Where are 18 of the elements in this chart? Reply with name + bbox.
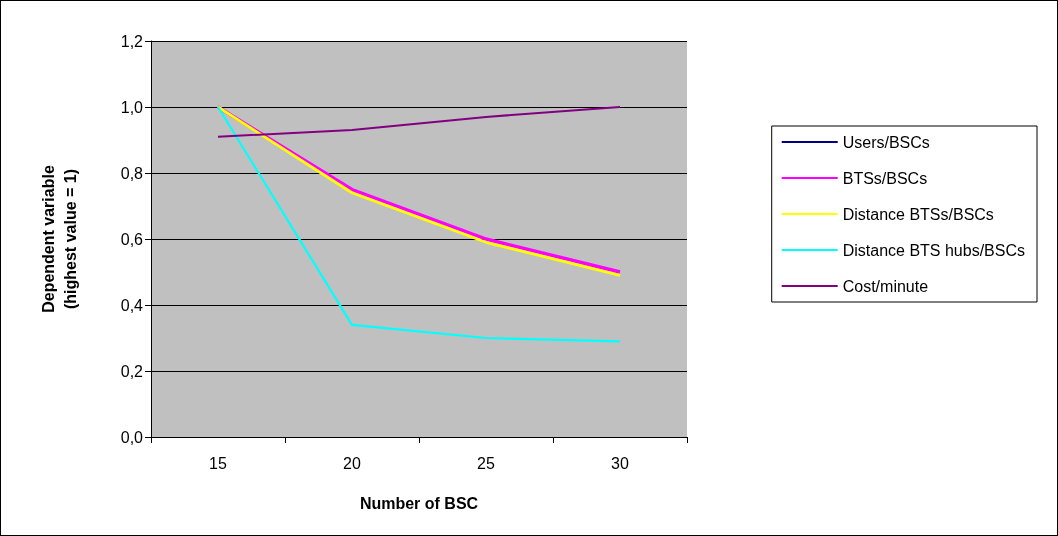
y-tick-label: 0,8: [120, 164, 144, 182]
x-tick-label: 30: [611, 454, 629, 472]
legend-label: Distance BTSs/BSCs: [842, 205, 994, 223]
x-tick-label: 15: [209, 454, 227, 472]
x-tick-label: 20: [343, 454, 361, 472]
y-tick-label: 1,0: [120, 98, 144, 116]
y-axis-title: Dependent variable (highest value = 1): [39, 165, 79, 313]
legend-label: Cost/minute: [842, 277, 929, 295]
y-tick-label: 0,4: [120, 296, 144, 314]
y-tick-label: 1,2: [120, 32, 144, 50]
legend-label: BTSs/BSCs: [842, 169, 928, 187]
legend-label: Users/BSCs: [842, 133, 930, 151]
x-tick-label: 25: [477, 454, 495, 472]
y-tick-label: 0,6: [120, 230, 144, 248]
legend-label: Distance BTS hubs/BSCs: [842, 241, 1025, 259]
x-axis-title: Number of BSC: [359, 494, 479, 512]
y-tick-label: 0,2: [120, 362, 144, 380]
y-tick-label: 0,0: [120, 428, 144, 446]
